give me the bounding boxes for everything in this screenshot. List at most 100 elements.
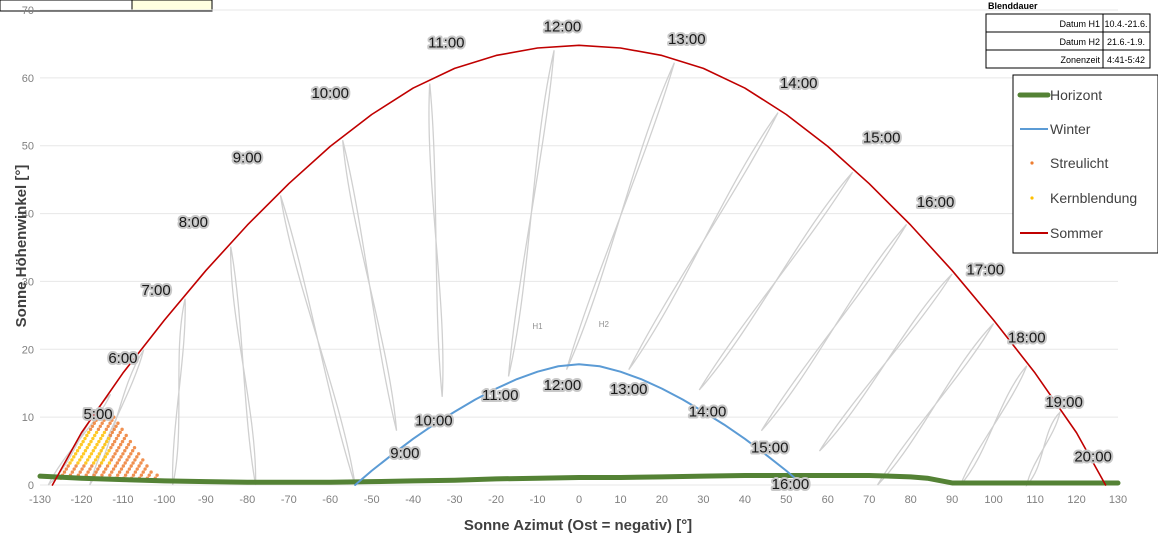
y-tick-label: 10 [22,412,34,424]
streulicht-dot [73,467,76,470]
x-tick-label: 0 [576,494,582,506]
kernblendung-dot [98,452,101,455]
kernblendung-dot [108,461,111,464]
kernblendung-dot [107,437,110,440]
streulicht-dot [132,473,135,476]
kernblendung-dot [76,461,79,464]
kernblendung-dot [95,443,98,446]
blenddauer-label-2: Datum H2 [1059,37,1100,47]
kernblendung-dot [102,458,105,461]
x-tick-label: -120 [70,494,92,506]
hour-label: 15:00 [863,129,901,146]
hour-label: 10:00 [415,412,453,429]
hour-label: 16:00 [917,194,955,211]
streulicht-dot [113,452,116,455]
x-tick-label: -100 [153,494,175,506]
streulicht-dot [131,449,134,452]
kernblendung-dot [72,455,75,458]
hour-label: 10:00 [311,85,349,102]
streulicht-dot [137,464,140,467]
legend-swatch-kernblendung [1030,196,1033,199]
blenddauer-title: Blenddauer [988,1,1038,11]
x-tick-label: 100 [984,494,1002,506]
kernblendung-dot [74,452,77,455]
streulicht-dot [140,473,143,476]
kernblendung-dot [93,446,96,449]
streulicht-dot [63,470,66,473]
streulicht-dot [135,455,138,458]
y-tick-label: 20 [22,344,34,356]
streulicht-dot [119,443,122,446]
streulicht-dot [115,437,118,440]
streulicht-dot [113,428,116,431]
kernblendung-dot [107,449,110,452]
streulicht-dot [90,464,93,467]
kernblendung-dot [105,452,108,455]
streulicht-dot [65,467,68,470]
kernblendung-dot [87,431,90,434]
streulicht-dot [120,467,123,470]
streulicht-dot [142,470,145,473]
streulicht-dot [113,440,116,443]
blenddauer-value-2: 21.6.-1.9. [1107,37,1145,47]
hour-label: 12:00 [544,377,582,394]
y-tick-label: 60 [22,73,34,85]
legend-label-sommer: Sommer [1050,225,1103,241]
x-tick-label: -90 [198,494,214,506]
kernblendung-dot [76,449,79,452]
hour-label: 14:00 [780,75,818,92]
hour-label: 6:00 [108,350,137,367]
x-tick-label: -40 [405,494,421,506]
streulicht-dot [66,464,69,467]
y-tick-label: 0 [28,480,34,492]
x-axis-title: Sonne Azimut (Ost = negativ) [°] [464,517,692,534]
kernblendung-dot [83,437,86,440]
streulicht-dot [134,470,137,473]
x-tick-label: 130 [1109,494,1127,506]
streulicht-dot [137,452,140,455]
hour-label: 15:00 [751,439,789,456]
blenddauer-value-1: 10.4.-21.6. [1104,19,1147,29]
kernblendung-dot [103,431,106,434]
y-axis-title: Sonne Höhenwinkel [°] [13,165,30,328]
x-tick-label: -70 [281,494,297,506]
kernblendung-dot [70,458,73,461]
kernblendung-dot [86,446,89,449]
streulicht-dot [96,467,99,470]
y-tick-label: 50 [22,141,34,153]
blenddauer-label-3: Zonenzeit [1060,55,1100,65]
kernblendung-dot [103,443,106,446]
streulicht-dot [155,473,158,476]
x-tick-label: -20 [488,494,504,506]
streulicht-dot [133,458,136,461]
kernblendung-dot [78,458,81,461]
legend: Horizont Winter Streulicht Kernblendung … [1013,75,1158,253]
hour-label: 8:00 [179,214,208,231]
y-tick-label: 70 [22,5,34,17]
kernblendung-dot [86,458,89,461]
hour-label: 14:00 [689,403,727,420]
streulicht-dot [148,473,151,476]
streulicht-dot [74,464,77,467]
kernblendung-dot [80,443,83,446]
streulicht-dot [126,470,129,473]
kernblendung-dot [99,449,102,452]
streulicht-dot [145,464,148,467]
x-tick-label: 120 [1067,494,1085,506]
kernblendung-dot [85,434,88,437]
kernblendung-dot [92,449,95,452]
streulicht-dot [124,473,127,476]
x-tick-label: 40 [739,494,751,506]
x-tick-label: 20 [656,494,668,506]
table-fragment-cell-left [0,0,132,11]
x-tick-label: -30 [447,494,463,506]
streulicht-dot [111,443,114,446]
streulicht-dot [128,467,131,470]
streulicht-dot [130,464,133,467]
kernblendung-dot [96,455,99,458]
kernblendung-dot [97,440,100,443]
streulicht-dot [129,440,132,443]
streulicht-dot [115,449,118,452]
x-tick-label: -80 [239,494,255,506]
streulicht-dot [131,461,134,464]
